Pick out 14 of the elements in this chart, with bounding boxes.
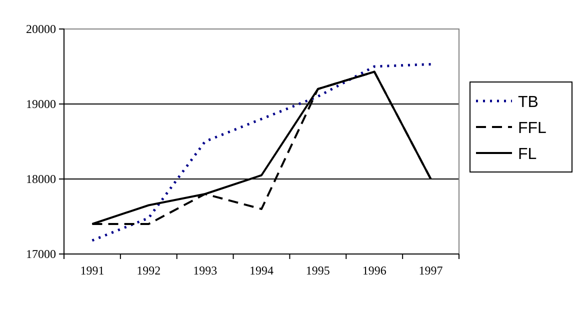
legend-label: FFL — [518, 120, 547, 137]
x-tick-label: 1994 — [250, 264, 274, 278]
y-tick-label: 17000 — [26, 246, 56, 261]
x-tick-label: 1991 — [80, 264, 104, 278]
x-tick-label: 1997 — [418, 264, 443, 278]
x-tick-label: 1992 — [136, 264, 161, 278]
y-tick-label: 19000 — [26, 96, 56, 111]
y-tick-label: 20000 — [26, 22, 56, 36]
x-tick-label: 1993 — [193, 264, 218, 278]
legend-label: TB — [518, 94, 538, 111]
y-tick-label: 18000 — [26, 172, 56, 186]
x-tick-label: 1995 — [306, 264, 330, 278]
legend-label: FL — [518, 146, 537, 163]
x-tick-label: 1996 — [362, 264, 386, 278]
